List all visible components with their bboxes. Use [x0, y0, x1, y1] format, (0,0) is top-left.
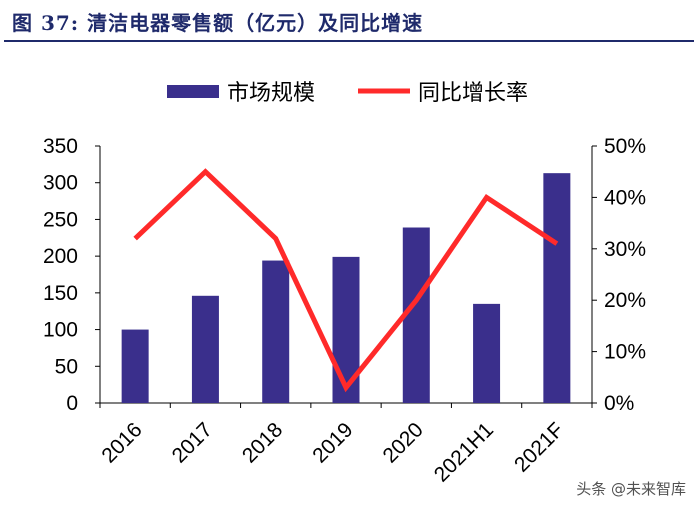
left-tick-label: 200 [43, 245, 78, 268]
bar-2018 [262, 260, 290, 403]
bar-2019 [332, 256, 360, 403]
x-tick-label: 2020 [379, 418, 428, 467]
right-tick-label: 40% [604, 186, 646, 209]
x-tick-label: 2017 [168, 418, 217, 467]
x-tick-label: 2016 [97, 418, 146, 467]
right-tick-label: 10% [604, 341, 646, 364]
x-tick-label: 2021F [510, 418, 568, 476]
bar-2016 [121, 329, 149, 403]
bar-2017 [191, 295, 219, 403]
bar-2021H1 [473, 303, 501, 403]
watermark: 头条 @未来智库 [576, 480, 686, 498]
right-tick-label: 50% [604, 135, 646, 158]
right-tick-label: 30% [604, 238, 646, 261]
x-tick-label: 2021H1 [430, 418, 498, 486]
left-tick-label: 300 [43, 172, 78, 195]
bar-2021F [543, 173, 571, 403]
left-tick-label: 0 [66, 392, 78, 415]
legend-label-bar: 市场规模 [227, 81, 315, 106]
legend-swatch-bar [167, 85, 219, 98]
right-tick-label: 20% [604, 289, 646, 312]
x-tick-label: 2019 [308, 418, 357, 467]
right-tick-label: 0% [604, 392, 634, 415]
left-tick-label: 100 [43, 319, 78, 342]
left-tick-label: 50 [55, 355, 78, 378]
left-tick-label: 250 [43, 208, 78, 231]
left-tick-label: 350 [43, 135, 78, 158]
x-tick-label: 2018 [238, 418, 287, 467]
left-tick-label: 150 [43, 282, 78, 305]
figure-title: 图 37: 清洁电器零售额（亿元）及同比增速 [12, 11, 424, 35]
figure-title-bar: 图 37: 清洁电器零售额（亿元）及同比增速 [4, 4, 694, 42]
legend-label-line: 同比增长率 [418, 81, 528, 106]
